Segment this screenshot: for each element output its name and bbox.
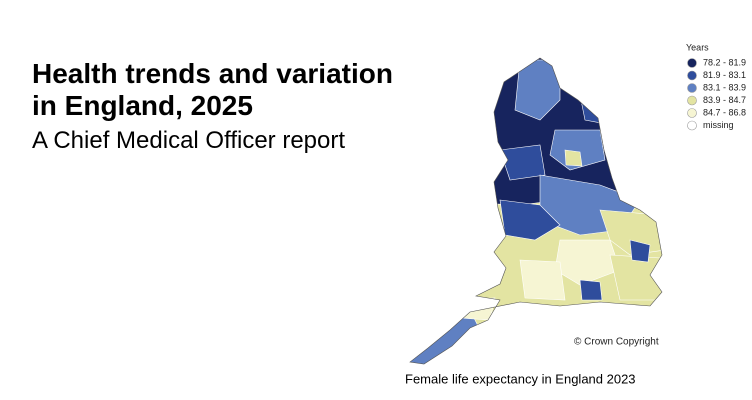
title-line: in England, 2025 (32, 90, 253, 121)
copyright: © Crown Copyright (574, 337, 659, 348)
legend-swatch (687, 95, 697, 106)
legend: 78.2 - 81.9 81.9 - 83.1 83.1 - 83.9 83.9 - … (687, 57, 746, 131)
legend-label: 83.9 - 84.7 (703, 95, 746, 105)
legend-label: 83.1 - 83.9 (703, 82, 746, 92)
legend-title: Years (686, 42, 709, 52)
map-regions (410, 58, 662, 364)
legend-swatch (687, 70, 697, 81)
legend-swatch (687, 58, 697, 68)
legend-label: missing (703, 120, 734, 130)
caption: Female life expectancy in England 2023 (405, 371, 636, 386)
legend-label: 81.9 - 83.1 (703, 70, 746, 80)
title-line: Health trends and variation (32, 58, 393, 89)
legend-label: 84.7 - 86.8 (703, 107, 746, 117)
subtitle: A Chief Medical Officer report (32, 127, 346, 154)
map-outline (409, 57, 663, 365)
legend-swatch (687, 108, 697, 118)
legend-label: 78.2 - 81.9 (703, 57, 746, 67)
legend-swatch (687, 120, 697, 131)
legend-swatch (687, 83, 697, 93)
